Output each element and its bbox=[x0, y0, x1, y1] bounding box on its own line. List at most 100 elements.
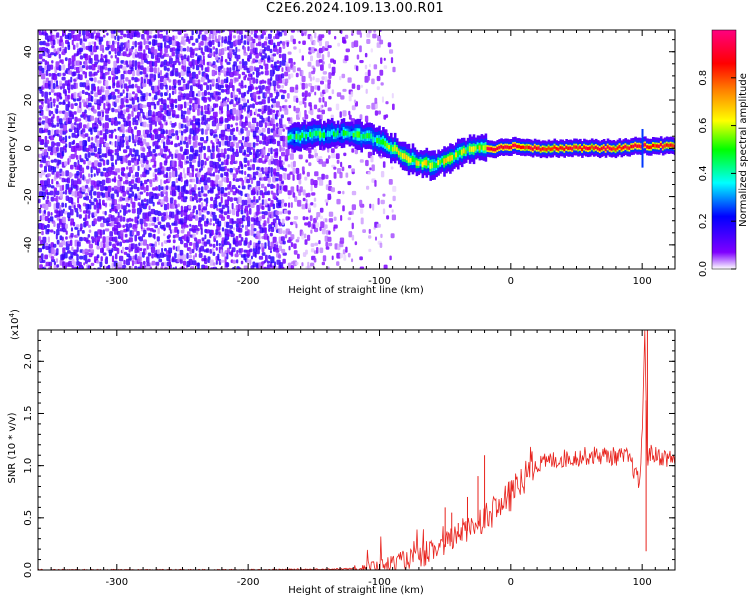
spectrogram-speckle bbox=[122, 66, 127, 71]
spectrogram-speckle bbox=[44, 204, 49, 210]
spectrogram-speckle bbox=[214, 35, 217, 43]
spectrogram-speckle bbox=[212, 262, 216, 266]
doppler-track-cell bbox=[636, 144, 639, 148]
spectrogram-speckle bbox=[51, 45, 55, 49]
spectrogram-speckle bbox=[305, 199, 308, 204]
spectrogram-speckle bbox=[64, 46, 67, 54]
spectrogram-speckle bbox=[197, 79, 201, 85]
spectrogram-speckle bbox=[226, 67, 229, 73]
doppler-track-cell bbox=[590, 145, 594, 149]
spectrogram-speckle bbox=[38, 53, 43, 60]
spectrogram-speckle bbox=[201, 142, 203, 149]
spectrogram-speckle bbox=[370, 48, 373, 53]
spectrogram-speckle bbox=[159, 33, 163, 39]
spectrogram-speckle bbox=[270, 117, 275, 124]
spectrogram-speckle bbox=[232, 35, 237, 39]
spectrogram-speckle bbox=[96, 191, 101, 199]
spectrogram-speckle bbox=[64, 252, 68, 259]
spectrogram-speckle bbox=[198, 70, 201, 75]
spectrogram-speckle bbox=[65, 195, 69, 201]
spectrogram-speckle bbox=[64, 189, 68, 195]
doppler-track-cell bbox=[577, 146, 580, 150]
spectrogram-speckle bbox=[256, 121, 259, 127]
spectrogram-speckle bbox=[145, 30, 150, 35]
spectrogram-speckle bbox=[255, 199, 259, 203]
spectrogram-speckle bbox=[125, 173, 129, 179]
spectrogram-speckle bbox=[64, 90, 67, 97]
doppler-track-cell bbox=[669, 143, 673, 147]
spectrogram-speckle bbox=[150, 134, 155, 141]
spectrogram-speckle bbox=[250, 30, 253, 35]
spectrogram-speckle bbox=[100, 222, 105, 228]
spectrogram-speckle bbox=[290, 234, 295, 240]
spectrogram-speckle bbox=[159, 224, 164, 229]
spectrogram-speckle bbox=[131, 201, 136, 209]
spectrogram-speckle bbox=[232, 115, 235, 121]
doppler-track-cell bbox=[362, 134, 365, 139]
spectrogram-speckle bbox=[218, 180, 223, 187]
spectrogram-speckle bbox=[51, 60, 54, 64]
spectrogram-speckle bbox=[134, 193, 138, 199]
spectrogram-speckle bbox=[201, 128, 204, 135]
spectrogram-speckle bbox=[244, 127, 248, 131]
spectrogram-speckle bbox=[269, 82, 272, 87]
spectrogram-speckle bbox=[313, 180, 318, 186]
spectrogram-speckle bbox=[340, 30, 343, 34]
x-tick-label: -200 bbox=[237, 276, 260, 287]
spectrogram-speckle bbox=[275, 148, 279, 155]
spectrogram-speckle bbox=[177, 95, 182, 102]
spectrogram-speckle bbox=[90, 148, 94, 153]
doppler-track-cell bbox=[423, 160, 427, 166]
spectrogram-speckle bbox=[339, 237, 345, 244]
spectrogram-speckle bbox=[46, 195, 49, 200]
spectrogram-speckle bbox=[263, 59, 266, 66]
spectrogram-speckle bbox=[281, 94, 285, 100]
spectrogram-speckle bbox=[289, 153, 294, 160]
spectrogram-speckle bbox=[263, 266, 267, 269]
spectrogram-speckle bbox=[168, 79, 172, 83]
spectrogram-speckle bbox=[97, 80, 102, 84]
spectrogram-speckle bbox=[148, 92, 152, 97]
spectrogram-speckle bbox=[261, 252, 266, 256]
spectrogram-speckle bbox=[114, 199, 117, 206]
spectrogram-speckle bbox=[79, 95, 82, 101]
spectrogram-speckle bbox=[359, 256, 363, 261]
spectrogram-speckle bbox=[70, 164, 74, 170]
spectrogram-speckle bbox=[199, 152, 202, 160]
spectrogram-speckle bbox=[281, 41, 286, 46]
spectrogram-speckle bbox=[115, 98, 120, 103]
spectrogram-speckle bbox=[58, 53, 61, 59]
spectrogram-speckle bbox=[307, 221, 311, 228]
spectrogram-speckle bbox=[244, 237, 248, 245]
spectrogram-speckle bbox=[168, 36, 173, 42]
spectrogram-speckle bbox=[204, 40, 207, 46]
spectrogram-speckle bbox=[275, 215, 279, 220]
spectrogram-speckle bbox=[282, 161, 285, 165]
spectrogram-speckle bbox=[237, 35, 241, 40]
spectrogram-speckle bbox=[212, 152, 215, 159]
spectrogram-speckle bbox=[90, 90, 94, 95]
spectrogram-speckle bbox=[84, 140, 88, 147]
spectrogram-speckle bbox=[209, 129, 214, 136]
spectrogram-speckle bbox=[125, 98, 129, 104]
doppler-track-cell bbox=[508, 145, 511, 150]
spectrogram-speckle bbox=[143, 229, 147, 235]
spectrogram-speckle bbox=[158, 185, 161, 192]
spectrogram-speckle bbox=[235, 235, 239, 243]
spectrogram-speckle bbox=[154, 210, 159, 216]
spectrogram-speckle bbox=[140, 91, 143, 96]
spectrogram-speckle bbox=[145, 217, 150, 222]
spectrogram-speckle bbox=[192, 255, 195, 261]
spectrogram-speckle bbox=[344, 34, 349, 39]
spectrogram-speckle bbox=[159, 105, 164, 112]
spectrogram-speckle bbox=[304, 96, 307, 102]
spectrogram-speckle bbox=[125, 179, 129, 185]
spectrogram-speckle bbox=[221, 204, 225, 210]
spectrogram-speckle bbox=[301, 70, 304, 76]
spectrogram-speckle bbox=[99, 116, 104, 121]
spectrogram-speckle bbox=[163, 30, 166, 32]
spectrogram-speckle bbox=[177, 79, 182, 86]
spectrogram-speckle bbox=[232, 30, 235, 33]
doppler-track-cell bbox=[480, 144, 484, 150]
spectrogram-speckle bbox=[312, 224, 316, 229]
